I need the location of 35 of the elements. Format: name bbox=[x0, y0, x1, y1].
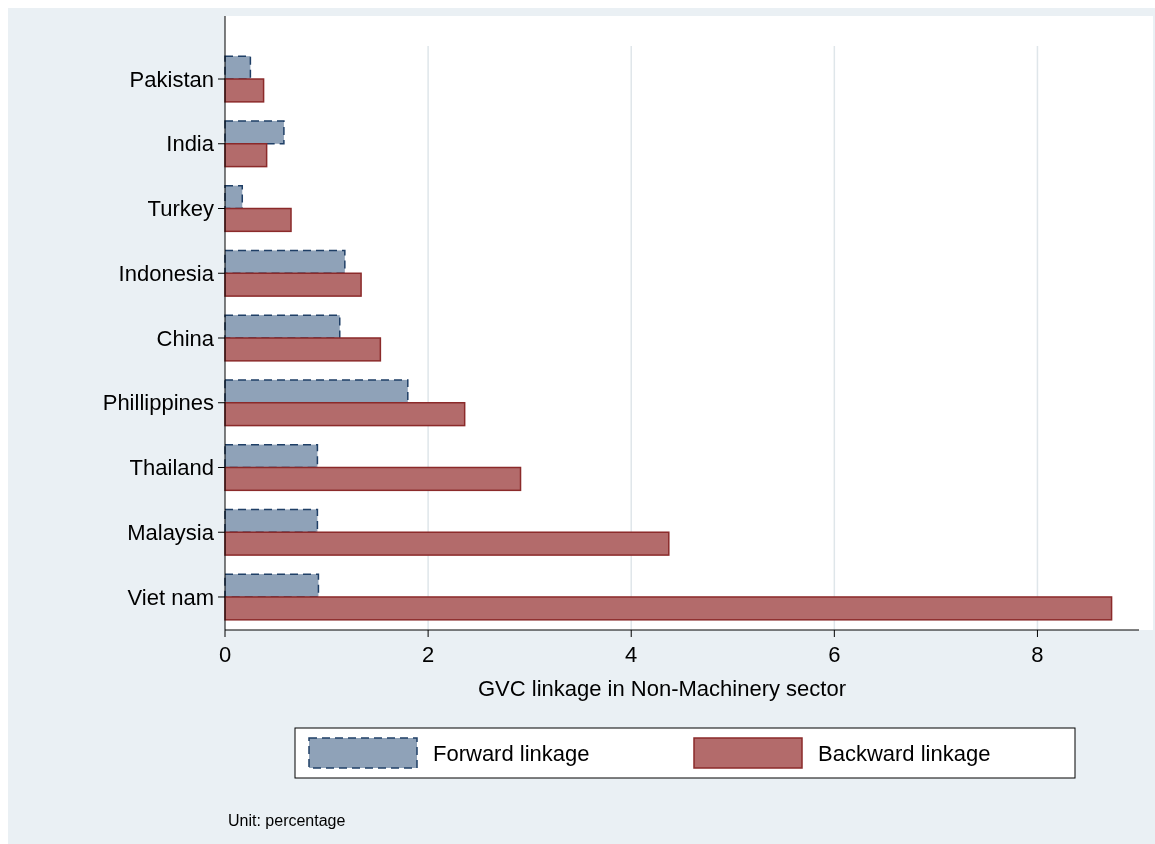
bar bbox=[224, 207, 292, 233]
bar bbox=[224, 466, 522, 492]
bar bbox=[224, 402, 466, 427]
y-tick-label: Thailand bbox=[129, 455, 214, 481]
bar bbox=[224, 508, 319, 533]
x-tick-label: 6 bbox=[828, 642, 841, 667]
legend-label: Backward linkage bbox=[818, 741, 991, 766]
x-tick-label: 0 bbox=[218, 642, 232, 667]
bar bbox=[224, 143, 268, 168]
x-axis-title: GVC linkage in Non-Machinery sector bbox=[477, 676, 847, 701]
bar bbox=[224, 55, 252, 80]
bar bbox=[224, 443, 319, 469]
y-tick-label: China bbox=[156, 325, 215, 351]
bar bbox=[224, 379, 409, 404]
y-tick-label: Malaysia bbox=[127, 519, 215, 545]
x-tick-label: 2 bbox=[421, 642, 435, 667]
bar bbox=[224, 314, 341, 339]
bar bbox=[224, 573, 320, 598]
y-tick-label: Pakistan bbox=[129, 66, 214, 92]
bar bbox=[224, 249, 346, 275]
bar bbox=[224, 596, 1113, 621]
y-tick-label: Phillippines bbox=[102, 390, 214, 416]
x-tick-label: 8 bbox=[1031, 642, 1044, 667]
y-tick-label: Indonesia bbox=[118, 260, 215, 286]
legend-label: Forward linkage bbox=[433, 741, 590, 766]
x-tick-label: 4 bbox=[625, 642, 638, 667]
bar bbox=[224, 531, 670, 556]
bar bbox=[224, 120, 285, 145]
y-tick-label: Viet nam bbox=[127, 584, 214, 610]
text: Unit: percentage bbox=[228, 812, 346, 829]
bar bbox=[224, 337, 382, 362]
bar bbox=[224, 272, 362, 297]
y-tick-label: India bbox=[166, 131, 215, 157]
bar bbox=[224, 78, 265, 103]
y-tick-label: Turkey bbox=[147, 196, 214, 222]
